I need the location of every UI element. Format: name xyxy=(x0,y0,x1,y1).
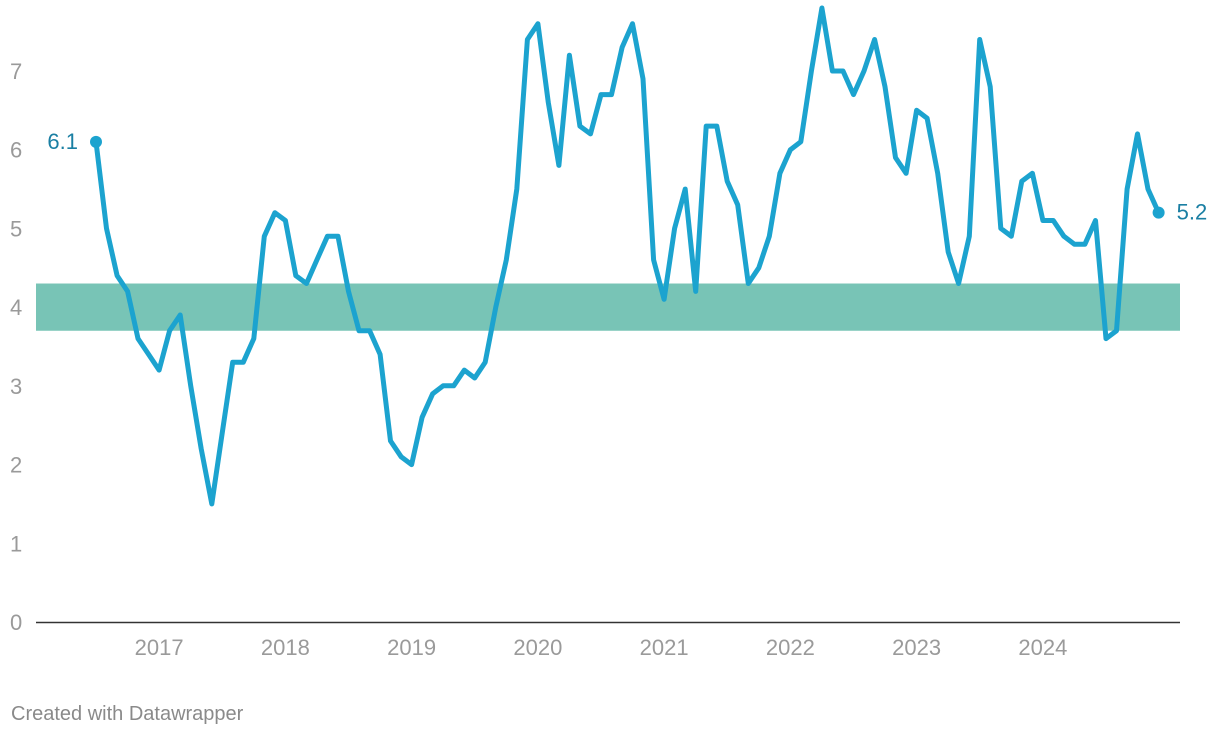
y-axis-ticks: 0 1 2 3 4 5 6 7 xyxy=(10,59,22,635)
x-tick-label: 2023 xyxy=(892,635,941,660)
x-tick-label: 2017 xyxy=(135,635,184,660)
start-point xyxy=(90,135,102,148)
x-tick-label: 2024 xyxy=(1018,635,1067,660)
start-value-label: 6.1 xyxy=(47,129,78,154)
end-value-label: 5.2 xyxy=(1177,200,1208,225)
x-tick-label: 2022 xyxy=(766,635,815,660)
y-tick-label: 2 xyxy=(10,453,22,478)
x-tick-label: 2020 xyxy=(513,635,562,660)
x-tick-label: 2021 xyxy=(640,635,689,660)
end-point xyxy=(1152,206,1165,219)
y-tick-label: 1 xyxy=(10,531,22,556)
y-tick-label: 3 xyxy=(10,374,22,399)
x-tick-label: 2019 xyxy=(387,635,436,660)
credit-text: Created with Datawrapper xyxy=(11,703,244,725)
series-line xyxy=(93,5,1162,507)
y-tick-label: 4 xyxy=(10,295,22,320)
target-band xyxy=(36,283,1180,331)
y-tick-label: 7 xyxy=(10,59,22,84)
x-tick-label: 2018 xyxy=(261,635,310,660)
x-axis-ticks: 2017 2018 2019 2020 2021 2022 2023 2024 xyxy=(135,635,1068,660)
y-tick-label: 6 xyxy=(10,138,22,163)
y-tick-label: 5 xyxy=(10,216,22,241)
y-tick-label: 0 xyxy=(10,610,22,635)
